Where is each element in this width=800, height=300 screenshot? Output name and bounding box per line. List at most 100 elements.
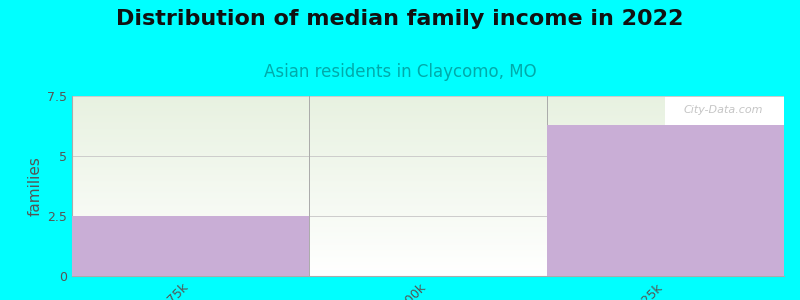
Bar: [0, 272, 666, 273]
Bar: [0, 184, 666, 185]
Bar: [0, 250, 666, 251]
Bar: [0, 144, 666, 145]
Bar: [0, 216, 666, 217]
Bar: [0, 194, 666, 195]
Bar: [72, 216, 310, 276]
Bar: [0, 135, 666, 136]
Bar: [0, 269, 666, 270]
Bar: [0, 118, 666, 119]
Bar: [0, 228, 666, 229]
Bar: [0, 148, 666, 149]
Bar: [0, 188, 666, 189]
Bar: [0, 158, 666, 159]
Bar: [0, 221, 666, 222]
Bar: [0, 215, 666, 216]
Bar: [0, 120, 666, 121]
Bar: [0, 258, 666, 259]
Bar: [0, 136, 666, 137]
Bar: [0, 112, 666, 113]
Bar: [0, 152, 666, 153]
Bar: [0, 240, 666, 241]
Bar: [0, 102, 666, 103]
Bar: [0, 267, 666, 268]
Bar: [0, 123, 666, 124]
Bar: [0, 205, 666, 206]
Bar: [0, 260, 666, 261]
Bar: [0, 252, 666, 253]
Bar: [0, 132, 666, 133]
Bar: [0, 234, 666, 235]
Bar: [0, 121, 666, 122]
Bar: [0, 122, 666, 123]
Bar: [0, 170, 666, 171]
Bar: [0, 254, 666, 255]
Bar: [0, 245, 666, 246]
Bar: [0, 154, 666, 155]
Bar: [0, 181, 666, 182]
Bar: [0, 222, 666, 223]
Bar: [0, 204, 666, 205]
Bar: [0, 275, 666, 276]
Bar: [0, 266, 666, 267]
Bar: [0, 178, 666, 179]
Bar: [0, 146, 666, 147]
Bar: [0, 127, 666, 128]
Bar: [0, 257, 666, 258]
Bar: [0, 151, 666, 152]
Bar: [0, 96, 666, 97]
Bar: [0, 100, 666, 101]
Bar: [0, 223, 666, 224]
Bar: [546, 125, 784, 276]
Bar: [0, 244, 666, 245]
Bar: [0, 129, 666, 130]
Bar: [0, 175, 666, 176]
Bar: [0, 118, 666, 119]
Bar: [0, 109, 666, 110]
Bar: [0, 139, 666, 140]
Bar: [0, 114, 666, 115]
Bar: [0, 125, 666, 126]
Bar: [0, 262, 666, 263]
Bar: [0, 196, 666, 197]
Bar: [0, 220, 666, 221]
Bar: [0, 224, 666, 225]
Bar: [0, 203, 666, 204]
Bar: [0, 186, 666, 187]
Bar: [0, 200, 666, 201]
Bar: [0, 253, 666, 254]
Bar: [0, 264, 666, 265]
Bar: [0, 174, 666, 175]
Bar: [0, 179, 666, 180]
Bar: [0, 185, 666, 186]
Bar: [0, 268, 666, 269]
Bar: [0, 259, 666, 260]
Bar: [0, 180, 666, 181]
Bar: [0, 105, 666, 106]
Bar: [0, 237, 666, 238]
Bar: [0, 236, 666, 237]
Bar: [0, 140, 666, 141]
Bar: [0, 166, 666, 167]
Bar: [0, 117, 666, 118]
Bar: [0, 171, 666, 172]
Bar: [0, 142, 666, 143]
Bar: [0, 160, 666, 161]
Bar: [0, 213, 666, 214]
Bar: [0, 271, 666, 272]
Bar: [0, 265, 666, 266]
Bar: [0, 150, 666, 151]
Bar: [0, 229, 666, 230]
Bar: [0, 211, 666, 212]
Bar: [0, 99, 666, 100]
Y-axis label: families: families: [28, 156, 43, 216]
Bar: [0, 251, 666, 252]
Bar: [0, 103, 666, 104]
Bar: [0, 198, 666, 199]
Bar: [0, 219, 666, 220]
Bar: [0, 270, 666, 271]
Bar: [0, 157, 666, 158]
Bar: [0, 190, 666, 191]
Bar: [0, 156, 666, 157]
Bar: [0, 191, 666, 192]
Bar: [0, 193, 666, 194]
